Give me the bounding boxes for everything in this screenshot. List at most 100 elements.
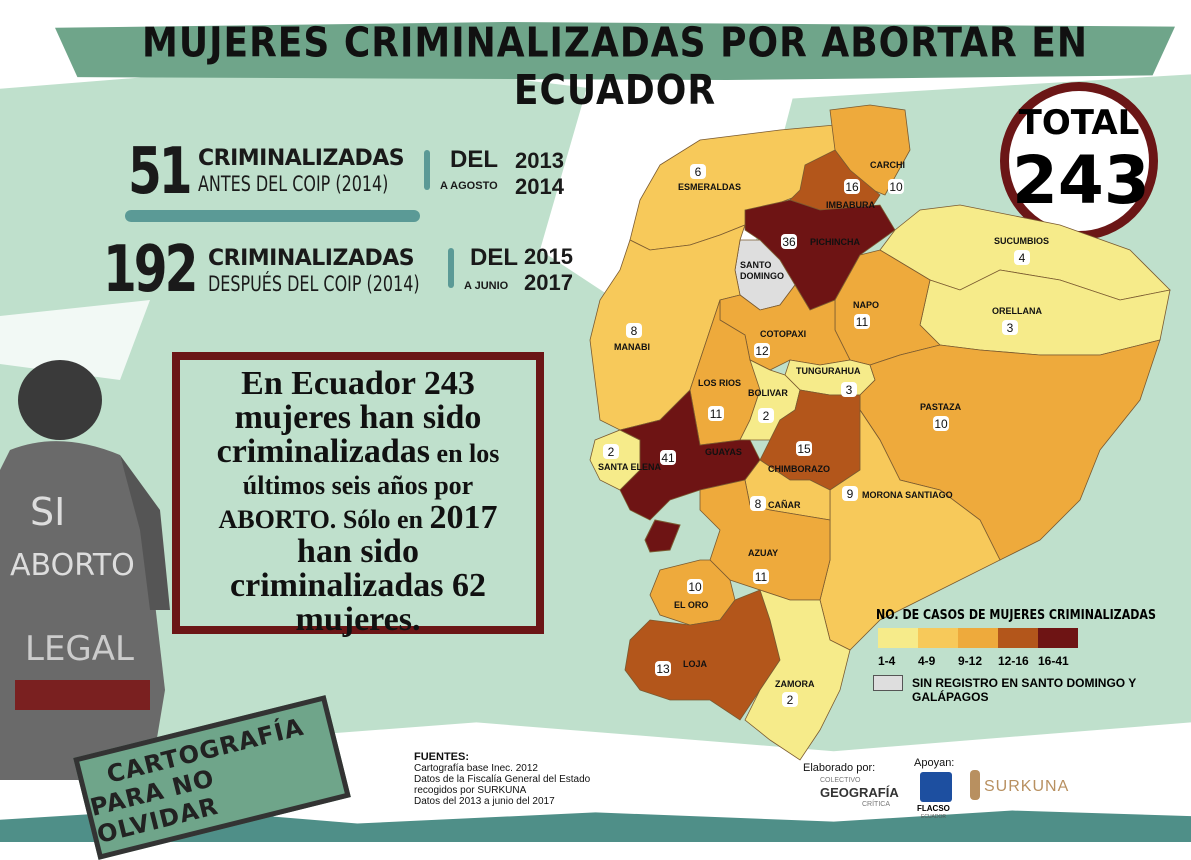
separator (448, 248, 454, 288)
legend-label: 1-4 (878, 654, 896, 668)
count-badge (933, 416, 949, 431)
quote-part: mujeres han sido (234, 399, 482, 436)
province-name: LOS RIOS (698, 378, 741, 388)
stat-to-prefix: A AGOSTO (440, 180, 498, 192)
province-count: 41 (661, 451, 675, 465)
province-name: SANTO (740, 260, 771, 270)
stat-to: 2017 (524, 270, 573, 295)
source-line: Datos de la Fiscalía General del Estado (414, 774, 591, 785)
logo-geografia-bottom: CRÍTICA (862, 801, 890, 808)
quote-text: En Ecuador 243 mujeres han sido criminal… (188, 365, 528, 638)
count-badge (844, 179, 860, 194)
quote-part: han sido (297, 533, 419, 570)
stat-del: DEL (450, 146, 498, 173)
province-count: 10 (889, 180, 903, 194)
province-count: 3 (846, 383, 853, 397)
province-count: 11 (755, 570, 768, 584)
quote-part: últimos seis años por (242, 471, 474, 500)
quote-box (172, 352, 544, 634)
photo-text: SI (30, 490, 65, 534)
count-badge (753, 569, 769, 584)
legend-swatch (918, 628, 958, 648)
stat-number-after: 192 (103, 233, 198, 307)
total-value: 243 (1012, 142, 1150, 219)
logo-flacso: FLACSO (917, 804, 950, 813)
province-name: ESMERALDAS (678, 182, 741, 192)
legend-swatch (878, 628, 918, 648)
logo-geografia-top: COLECTIVO (820, 777, 861, 784)
province-zamora (744, 589, 851, 761)
quote-part: mujeres. (295, 601, 421, 638)
count-badge (603, 444, 619, 459)
stat-sub-before: ANTES DEL COIP (2014) (198, 172, 389, 196)
province-count: 8 (755, 497, 762, 511)
count-badge (796, 441, 812, 456)
count-badge (690, 164, 706, 179)
source-line: recogidos por SURKUNA (414, 785, 527, 796)
quote-part: en los (430, 439, 500, 468)
legend-swatch-no-data (873, 675, 903, 691)
province-name: MORONA SANTIAGO (862, 490, 953, 500)
stat-number-before: 51 (128, 135, 193, 209)
province-name: SANTA ELENA (598, 462, 662, 472)
title-banner (55, 22, 1175, 80)
province-guayas-island (644, 519, 681, 553)
province-name: ZAMORA (775, 679, 815, 689)
count-badge (750, 496, 766, 511)
source-line: Cartografía base Inec. 2012 (414, 763, 538, 774)
province-count: 12 (755, 344, 769, 358)
count-badge (781, 234, 797, 249)
province-name: NAPO (853, 300, 879, 310)
source-line: Datos del 2013 a junio del 2017 (414, 796, 555, 807)
count-badge (655, 661, 671, 676)
province-count: 4 (1019, 251, 1026, 265)
stat-label-after: CRIMINALIZADAS (208, 246, 415, 271)
province-name: COTOPAXI (760, 329, 806, 339)
province-count: 2 (608, 445, 615, 459)
logo-surkuna: SURKUNA (984, 778, 1070, 795)
quote-part: 2017 (429, 499, 498, 536)
stat-label-before: CRIMINALIZADAS (198, 146, 405, 171)
province-count: 11 (856, 315, 869, 329)
logo-geografia-critica: GEOGRAFÍA (820, 785, 899, 800)
province-name: DOMINGO (740, 271, 784, 281)
province-count: 2 (787, 693, 794, 707)
count-badge (1002, 320, 1018, 335)
province-count: 10 (934, 417, 948, 431)
quote-part: ABORTO. (218, 505, 337, 534)
count-badge (841, 382, 857, 397)
legend-title: NO. DE CASOS DE MUJERES CRIMINALIZADAS (876, 608, 1156, 623)
count-badge (1014, 250, 1030, 265)
count-badge (782, 692, 798, 707)
surkuna-logo-icon (970, 770, 980, 800)
count-badge (626, 323, 642, 338)
stat-to-prefix: A JUNIO (464, 280, 509, 292)
province-name: CAÑAR (768, 500, 801, 510)
support-label: Apoyan: (914, 757, 955, 769)
province-count: 36 (782, 235, 796, 249)
count-badge (842, 486, 858, 501)
legend-swatch (958, 628, 998, 648)
quote-part: criminalizadas 62 (230, 567, 486, 604)
quote-part: En Ecuador 243 (241, 365, 475, 402)
province-name: TUNGURAHUA (796, 366, 861, 376)
ecuador-map: ESMERALDAS 6 CARCHI 10 IMBABURA 16 PICHINCHA 36… (589, 104, 1171, 761)
total-label: TOTAL (1018, 103, 1140, 143)
legend-swatch (998, 628, 1038, 648)
page-title: MUJERES CRIMINALIZADAS POR ABORTAR EN EC… (142, 19, 1088, 115)
sources-heading: FUENTES: (414, 751, 469, 763)
count-badge (754, 343, 770, 358)
count-badge (854, 314, 870, 329)
province-name: PICHINCHA (810, 237, 861, 247)
made-by-label: Elaborado por: (803, 762, 876, 774)
province-name: EL ORO (674, 600, 708, 610)
province-count: 8 (631, 324, 638, 338)
province-name: AZUAY (748, 548, 778, 558)
province-count: 2 (763, 409, 770, 423)
province-name: PASTAZA (920, 402, 962, 412)
province-count: 15 (797, 442, 811, 456)
photo-text: ABORTO (10, 548, 135, 583)
province-count: 13 (656, 662, 670, 676)
province-count: 10 (688, 580, 702, 594)
legend-label: 9-12 (958, 654, 983, 668)
